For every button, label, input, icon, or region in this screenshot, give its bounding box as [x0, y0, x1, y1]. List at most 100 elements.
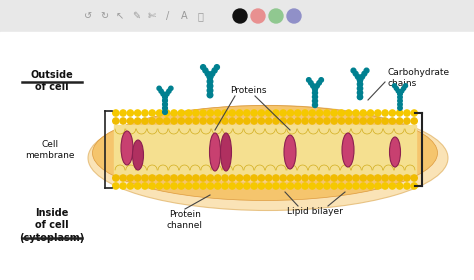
Circle shape — [163, 95, 167, 99]
Circle shape — [243, 117, 251, 125]
Circle shape — [148, 174, 156, 182]
Circle shape — [301, 182, 309, 190]
Circle shape — [330, 182, 338, 190]
Circle shape — [396, 109, 403, 117]
Circle shape — [359, 117, 367, 125]
Circle shape — [374, 117, 382, 125]
Circle shape — [337, 182, 345, 190]
Circle shape — [279, 182, 287, 190]
Circle shape — [250, 109, 258, 117]
Circle shape — [243, 182, 251, 190]
Circle shape — [163, 174, 171, 182]
Circle shape — [381, 182, 389, 190]
Circle shape — [359, 109, 367, 117]
Circle shape — [163, 109, 171, 117]
Circle shape — [400, 89, 404, 93]
Circle shape — [367, 109, 374, 117]
Circle shape — [345, 174, 353, 182]
Circle shape — [381, 117, 389, 125]
Circle shape — [330, 117, 338, 125]
Circle shape — [357, 78, 363, 82]
Circle shape — [392, 84, 396, 88]
Circle shape — [312, 102, 318, 108]
Circle shape — [163, 94, 167, 99]
Circle shape — [312, 90, 318, 95]
Circle shape — [192, 182, 200, 190]
Text: ✎: ✎ — [132, 11, 140, 21]
Text: ✄: ✄ — [148, 11, 156, 21]
Ellipse shape — [92, 106, 438, 200]
Bar — [0, 0, 474, 32]
Circle shape — [177, 117, 185, 125]
Circle shape — [212, 68, 217, 73]
Circle shape — [221, 182, 229, 190]
Circle shape — [228, 174, 236, 182]
Circle shape — [301, 117, 309, 125]
Circle shape — [161, 92, 165, 96]
Circle shape — [159, 89, 163, 93]
Circle shape — [221, 174, 229, 182]
Circle shape — [294, 117, 301, 125]
Circle shape — [345, 117, 353, 125]
Circle shape — [351, 68, 356, 73]
Circle shape — [357, 86, 363, 91]
Circle shape — [155, 182, 163, 190]
Circle shape — [316, 109, 323, 117]
Circle shape — [228, 109, 236, 117]
Circle shape — [374, 174, 382, 182]
Circle shape — [315, 84, 319, 88]
Circle shape — [398, 92, 402, 95]
Circle shape — [313, 87, 317, 91]
Circle shape — [323, 174, 331, 182]
Circle shape — [163, 110, 167, 115]
Circle shape — [148, 117, 156, 125]
Circle shape — [287, 117, 294, 125]
Circle shape — [165, 92, 169, 96]
Circle shape — [265, 109, 273, 117]
Circle shape — [214, 109, 221, 117]
Circle shape — [185, 109, 192, 117]
Circle shape — [272, 182, 280, 190]
Circle shape — [163, 182, 171, 190]
Circle shape — [272, 174, 280, 182]
Circle shape — [257, 174, 265, 182]
Circle shape — [185, 174, 192, 182]
Circle shape — [214, 174, 221, 182]
Text: Proteins: Proteins — [230, 86, 266, 95]
Circle shape — [403, 174, 411, 182]
Circle shape — [398, 106, 402, 110]
Circle shape — [207, 182, 214, 190]
Circle shape — [398, 95, 402, 99]
Circle shape — [221, 117, 229, 125]
Circle shape — [403, 109, 411, 117]
Circle shape — [316, 174, 323, 182]
Circle shape — [169, 86, 173, 90]
Circle shape — [345, 109, 353, 117]
Circle shape — [207, 74, 213, 80]
Circle shape — [207, 79, 213, 84]
Circle shape — [337, 117, 345, 125]
Circle shape — [148, 109, 156, 117]
Circle shape — [157, 86, 161, 90]
Circle shape — [141, 174, 149, 182]
Circle shape — [192, 109, 200, 117]
Circle shape — [309, 109, 316, 117]
Circle shape — [207, 92, 213, 98]
Circle shape — [200, 109, 207, 117]
Ellipse shape — [220, 133, 231, 171]
Circle shape — [203, 68, 208, 73]
Circle shape — [112, 174, 119, 182]
Text: ↖: ↖ — [116, 11, 124, 21]
Bar — [0, 32, 474, 280]
Circle shape — [163, 102, 167, 107]
Circle shape — [163, 106, 167, 111]
Circle shape — [134, 109, 141, 117]
Circle shape — [200, 117, 207, 125]
Circle shape — [330, 109, 338, 117]
Circle shape — [398, 92, 402, 95]
Circle shape — [357, 94, 363, 100]
Circle shape — [398, 99, 402, 103]
Circle shape — [163, 98, 167, 103]
Text: Carbohydrate
chains: Carbohydrate chains — [388, 68, 450, 88]
Circle shape — [309, 174, 316, 182]
